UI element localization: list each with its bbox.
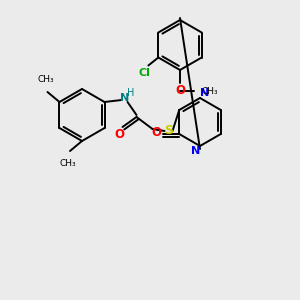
- Text: CH₃: CH₃: [202, 86, 219, 95]
- Text: O: O: [115, 128, 124, 142]
- Text: O: O: [151, 127, 161, 140]
- Text: CH₃: CH₃: [37, 75, 54, 84]
- Text: Cl: Cl: [138, 68, 150, 79]
- Text: CH₃: CH₃: [60, 159, 76, 168]
- Text: O: O: [175, 85, 185, 98]
- Text: N: N: [200, 88, 210, 98]
- Text: N: N: [120, 93, 129, 103]
- Text: N: N: [191, 146, 201, 156]
- Text: S: S: [164, 124, 173, 137]
- Text: H: H: [127, 88, 134, 98]
